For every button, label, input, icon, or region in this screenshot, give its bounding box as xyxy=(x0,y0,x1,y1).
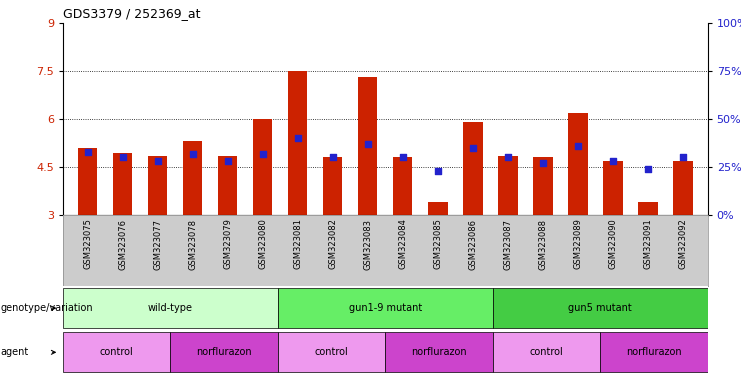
FancyBboxPatch shape xyxy=(63,333,170,372)
Point xyxy=(467,145,479,151)
Bar xyxy=(568,113,588,215)
Bar xyxy=(498,156,517,215)
Text: gun1-9 mutant: gun1-9 mutant xyxy=(349,303,422,313)
FancyBboxPatch shape xyxy=(600,333,708,372)
Text: GSM323084: GSM323084 xyxy=(399,218,408,270)
Bar xyxy=(674,161,693,215)
Point xyxy=(677,154,689,161)
Bar xyxy=(113,153,132,215)
Text: GSM323085: GSM323085 xyxy=(433,218,442,270)
Bar xyxy=(463,122,482,215)
Point xyxy=(642,166,654,172)
Point xyxy=(537,160,549,166)
Bar xyxy=(78,148,97,215)
Bar xyxy=(288,71,308,215)
Text: gun5 mutant: gun5 mutant xyxy=(568,303,632,313)
Text: GSM323088: GSM323088 xyxy=(539,218,548,270)
Text: genotype/variation: genotype/variation xyxy=(1,303,93,313)
Point xyxy=(572,143,584,149)
FancyBboxPatch shape xyxy=(278,333,385,372)
Bar xyxy=(183,141,202,215)
Text: norflurazon: norflurazon xyxy=(196,347,252,358)
Text: GSM323081: GSM323081 xyxy=(293,218,302,270)
Text: GSM323076: GSM323076 xyxy=(118,218,127,270)
Text: GSM323086: GSM323086 xyxy=(468,218,477,270)
Text: GSM323079: GSM323079 xyxy=(223,218,232,270)
Text: control: control xyxy=(530,347,563,358)
FancyBboxPatch shape xyxy=(170,333,278,372)
Point xyxy=(222,158,233,164)
Text: GSM323091: GSM323091 xyxy=(644,218,653,269)
Point xyxy=(607,158,619,164)
Text: GDS3379 / 252369_at: GDS3379 / 252369_at xyxy=(63,7,201,20)
Bar xyxy=(218,156,237,215)
Bar xyxy=(323,157,342,215)
Text: GSM323089: GSM323089 xyxy=(574,218,582,270)
Bar xyxy=(603,161,622,215)
Point xyxy=(82,149,93,155)
Bar xyxy=(393,157,413,215)
FancyBboxPatch shape xyxy=(63,288,278,328)
Text: GSM323075: GSM323075 xyxy=(83,218,92,270)
Text: control: control xyxy=(315,347,348,358)
Point xyxy=(257,151,269,157)
Text: GSM323090: GSM323090 xyxy=(608,218,617,269)
Text: GSM323083: GSM323083 xyxy=(363,218,372,270)
Bar xyxy=(534,157,553,215)
FancyBboxPatch shape xyxy=(385,333,493,372)
Bar xyxy=(148,156,167,215)
Bar xyxy=(358,78,377,215)
Text: GSM323087: GSM323087 xyxy=(503,218,513,270)
Bar xyxy=(428,202,448,215)
FancyBboxPatch shape xyxy=(493,333,600,372)
Point xyxy=(292,135,304,141)
Text: agent: agent xyxy=(1,347,29,358)
Point xyxy=(327,154,339,161)
Text: norflurazon: norflurazon xyxy=(411,347,467,358)
Text: norflurazon: norflurazon xyxy=(626,347,682,358)
Text: control: control xyxy=(100,347,133,358)
Text: GSM323092: GSM323092 xyxy=(679,218,688,269)
Text: GSM323078: GSM323078 xyxy=(188,218,197,270)
FancyBboxPatch shape xyxy=(493,288,708,328)
Text: GSM323080: GSM323080 xyxy=(258,218,268,270)
Text: GSM323077: GSM323077 xyxy=(153,218,162,270)
Point xyxy=(397,154,409,161)
Point xyxy=(152,158,164,164)
Point xyxy=(187,151,199,157)
Point xyxy=(116,154,128,161)
FancyBboxPatch shape xyxy=(278,288,493,328)
Text: GSM323082: GSM323082 xyxy=(328,218,337,270)
Point xyxy=(502,154,514,161)
Point xyxy=(362,141,373,147)
Bar xyxy=(639,202,658,215)
Bar xyxy=(253,119,273,215)
Text: wild-type: wild-type xyxy=(148,303,193,313)
Point xyxy=(432,168,444,174)
